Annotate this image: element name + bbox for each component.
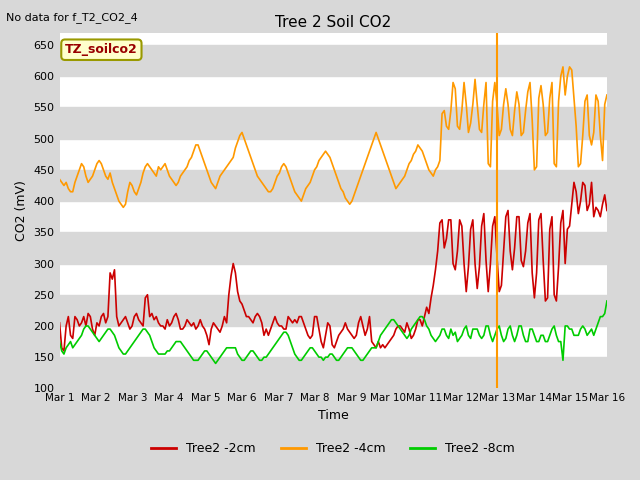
Y-axis label: CO2 (mV): CO2 (mV) (15, 180, 28, 241)
Legend: Tree2 -2cm, Tree2 -4cm, Tree2 -8cm: Tree2 -2cm, Tree2 -4cm, Tree2 -8cm (146, 437, 520, 460)
Bar (60, 295, 607, 326)
Text: No data for f_T2_CO2_4: No data for f_T2_CO2_4 (6, 12, 138, 23)
Text: TZ_soilco2: TZ_soilco2 (65, 43, 138, 56)
X-axis label: Time: Time (318, 409, 349, 422)
Bar (60, 357, 607, 388)
Title: Tree 2 Soil CO2: Tree 2 Soil CO2 (275, 15, 392, 30)
Bar (60, 170, 607, 201)
Bar (60, 232, 607, 264)
Bar (60, 45, 607, 76)
Bar (60, 108, 607, 139)
